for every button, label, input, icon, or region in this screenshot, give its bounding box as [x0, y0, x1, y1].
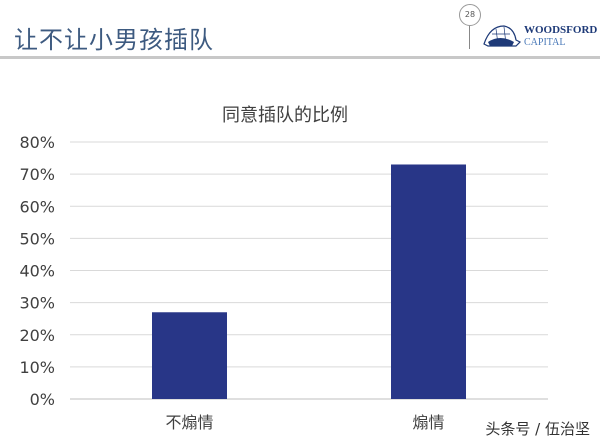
- slide-title: 让不让小男孩插队: [14, 26, 214, 54]
- y-tick-label: 10%: [19, 358, 55, 377]
- bar-1: [391, 164, 466, 399]
- x-category-label: 不煽情: [165, 413, 213, 432]
- y-tick-label: 50%: [19, 229, 55, 248]
- y-tick-label: 20%: [19, 326, 55, 345]
- y-tick-label: 0%: [30, 390, 55, 409]
- y-tick-label: 70%: [19, 165, 55, 184]
- chart-title: 同意插队的比例: [222, 105, 348, 126]
- bar-0: [152, 312, 227, 399]
- company-logo: WOODSFORD CAPITAL: [480, 20, 600, 50]
- y-tick-label: 40%: [19, 262, 55, 281]
- y-tick-label: 80%: [19, 133, 55, 152]
- page-number-badge: 28: [459, 4, 481, 26]
- logo-text-line1: WOODSFORD: [524, 24, 598, 36]
- logo-text-line2: CAPITAL: [524, 37, 566, 48]
- header-divider: [0, 56, 600, 59]
- watermark: 头条号 / 伍治坚: [485, 420, 590, 438]
- x-category-label: 煽情: [412, 413, 444, 432]
- y-tick-label: 30%: [19, 294, 55, 313]
- y-tick-label: 60%: [19, 197, 55, 216]
- page-pin-line: [469, 25, 470, 49]
- turtle-icon: [483, 25, 522, 47]
